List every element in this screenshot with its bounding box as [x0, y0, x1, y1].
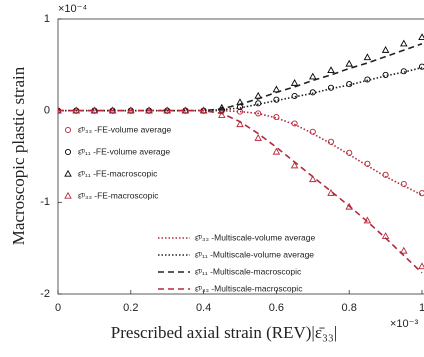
x-tick-label: 0.4 [196, 302, 211, 314]
data-point [291, 92, 298, 100]
plot-area [58, 33, 424, 274]
data-point [400, 246, 408, 254]
x-tick-label: 0.2 [123, 302, 138, 314]
data-point [255, 100, 262, 107]
data-point [364, 76, 371, 83]
legend-label: ε̄ᵖ₃₃ -FE-macroscopic [78, 190, 159, 200]
legend-symbol [64, 148, 72, 156]
data-point [218, 103, 226, 111]
y-tick-label: -1 [40, 196, 50, 208]
data-point [72, 106, 80, 114]
legend-label: ε̄ᵖ₁₁ -FE-volume average [78, 146, 170, 156]
data-point [418, 190, 424, 197]
data-point [327, 138, 335, 145]
data-point [363, 53, 372, 61]
x-tick-label: 1 [419, 302, 424, 314]
legend-label: ε̄ᵖ₃₃ -Multiscale-macroscopic [195, 283, 303, 293]
legend-label: ε̄ᵖ₁₁ -FE-macroscopic [78, 168, 158, 178]
y-multiplier: ×10⁻⁴ [58, 3, 87, 15]
data-point [381, 46, 390, 53]
plot-frame [57, 18, 424, 295]
legend-label: ε̄ᵖ₃₃ -FE-volume average [78, 124, 172, 134]
data-point [400, 68, 407, 75]
data-point [418, 262, 424, 270]
x-tick-label: 0.6 [269, 302, 284, 314]
data-point [309, 128, 316, 135]
legend-label: ε̄ᵖ₃₃ -Multiscale-volume average [195, 232, 315, 242]
data-point [272, 147, 281, 155]
legend-symbol [64, 169, 72, 177]
data-point [290, 79, 299, 86]
data-point [309, 89, 316, 96]
data-point [309, 175, 317, 183]
legend-label: ε̄ᵖ₁₁ -Multiscale-volume average [195, 249, 314, 259]
data-point [418, 63, 424, 70]
y-tick-label: 0 [44, 105, 50, 117]
legend-symbol [64, 126, 72, 134]
data-point [273, 114, 280, 121]
data-point [309, 72, 317, 80]
x-axis-label: Prescribed axial strain (REV)|ε̄₃₃| [111, 323, 337, 342]
data-point [345, 59, 353, 67]
data-point [236, 120, 244, 128]
legend-symbol [64, 191, 72, 199]
legend-label: ε̄ᵖ₁₁ -Multiscale-macroscopic [195, 266, 302, 276]
data-point [290, 161, 299, 169]
data-point [346, 81, 353, 88]
y-tick-label: -2 [40, 288, 50, 300]
data-point [400, 39, 408, 47]
x-multiplier: ×10⁻³ [390, 318, 418, 330]
x-tick-label: 0 [55, 302, 61, 314]
x-tick-label: 0.8 [342, 302, 357, 314]
data-point [291, 120, 298, 127]
data-point [418, 33, 424, 40]
data-point [400, 180, 407, 188]
series-line [58, 109, 423, 274]
data-point [255, 110, 262, 117]
data-point [254, 134, 262, 141]
y-tick-label: 1 [44, 13, 50, 25]
data-point [327, 66, 335, 73]
y-axis-label: Macroscopic plastic strain [9, 66, 28, 245]
